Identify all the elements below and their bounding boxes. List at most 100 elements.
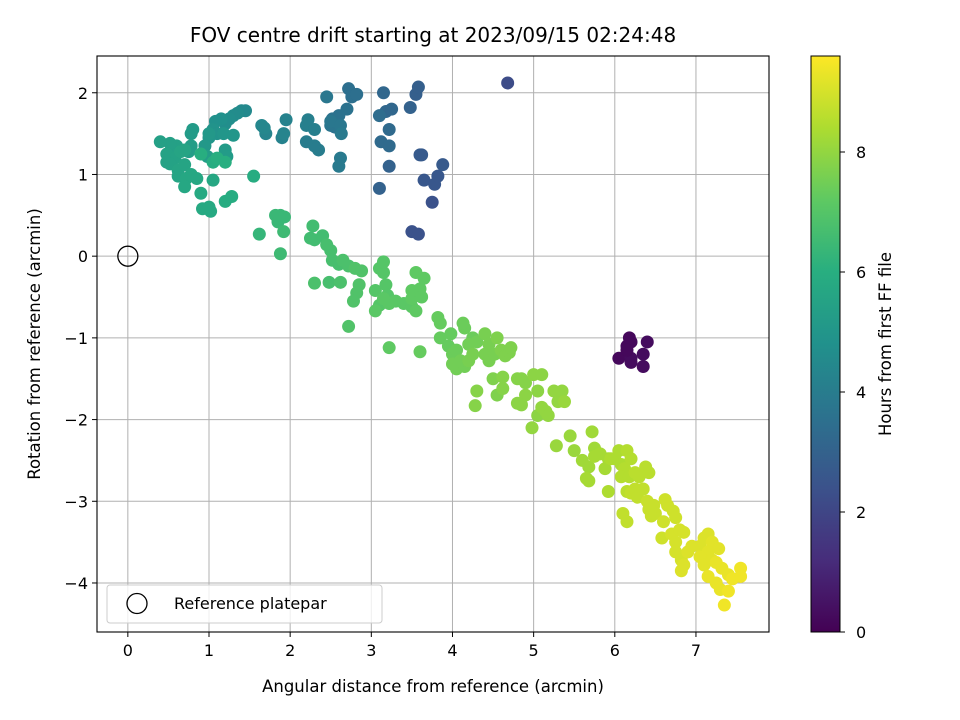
legend: Reference platepar [106,584,383,624]
y-tick-label: −1 [64,329,88,348]
data-point [382,341,396,355]
data-point [519,376,533,390]
colorbar-ticks: 0 2 4 6 8 [840,143,866,642]
axes: 0 1 2 3 4 5 6 7 −4 −3 −2 −1 0 1 2 [64,84,701,660]
data-point [490,331,504,345]
data-point [636,359,650,373]
data-point [346,294,360,308]
data-point [535,368,549,382]
data-point [541,408,555,422]
data-point [332,159,346,173]
data-point [411,227,425,241]
colorbar-gradient [810,55,841,633]
data-point [385,102,399,116]
data-point [642,466,656,480]
data-point [415,290,429,304]
x-tick-label: 4 [447,641,457,660]
data-point [178,158,192,172]
y-tick-label: 2 [78,84,88,103]
data-point [504,341,518,355]
data-point [403,100,417,114]
data-point [206,173,220,187]
data-point [450,343,464,357]
data-point [308,276,322,290]
data-point [277,225,291,239]
data-point [415,148,429,162]
data-point [612,351,626,365]
data-point [190,172,204,186]
colorbar-tick-label: 8 [856,143,866,162]
x-tick-label: 6 [610,641,620,660]
data-point [202,200,216,214]
data-point [163,136,177,150]
data-point [372,181,386,195]
data-point [382,123,396,137]
data-point [486,372,500,386]
data-point [531,384,545,398]
data-point [252,227,266,241]
data-point [376,266,390,280]
data-point [636,482,650,496]
colorbar: 0 2 4 6 8 Hours from first FF file [810,55,895,642]
chart-title: FOV centre drift starting at 2023/09/15 … [190,23,676,47]
reference-platepar-marker [117,245,139,267]
data-point [433,316,447,330]
data-point [734,569,748,583]
data-point [376,86,390,100]
legend-marker-reference [126,592,148,615]
data-point [496,382,510,396]
plot-frame [96,55,770,633]
data-point [717,598,731,612]
data-point [299,135,313,149]
data-point [322,275,336,289]
x-axis-label: Angular distance from reference (arcmin) [262,677,604,696]
data-point [350,87,364,101]
data-point [178,143,192,157]
x-tick-label: 2 [285,641,295,660]
data-point [320,90,334,104]
y-tick-label: 0 [78,247,88,266]
data-point [622,331,636,345]
data-point [601,484,615,498]
data-point [379,278,393,292]
data-point [324,114,338,128]
data-point [632,470,646,484]
data-point [301,113,315,127]
data-point [247,169,261,183]
data-point [624,355,638,369]
data-point [153,135,167,149]
data-point [409,304,423,318]
data-point [417,173,431,187]
data-point [721,584,735,598]
y-tick-label: −3 [64,492,88,511]
data-point [519,388,533,402]
y-tick-label: −2 [64,411,88,430]
legend-box [106,584,383,624]
y-tick-label: −4 [64,574,88,593]
y-axis-label: Rotation from reference (arcmin) [25,208,44,480]
data-point [582,460,596,474]
data-point [478,327,492,341]
data-point [620,343,634,357]
data-point [462,337,476,351]
data-point [202,127,216,141]
data-point [510,396,524,410]
data-point [411,80,425,94]
data-point [644,509,658,523]
data-point [178,180,192,194]
x-tick-label: 7 [691,641,701,660]
x-tick-label: 1 [204,641,214,660]
data-point [640,335,654,349]
colorbar-tick-label: 6 [856,263,866,282]
data-point [277,127,291,141]
data-point [433,331,447,345]
data-point [184,127,198,141]
grid-lines [97,56,769,632]
data-point [368,283,382,297]
data-point [567,444,581,458]
data-point [674,564,688,578]
data-points [117,76,748,612]
data-point [585,425,599,439]
data-point [620,515,634,529]
data-point [456,316,470,330]
